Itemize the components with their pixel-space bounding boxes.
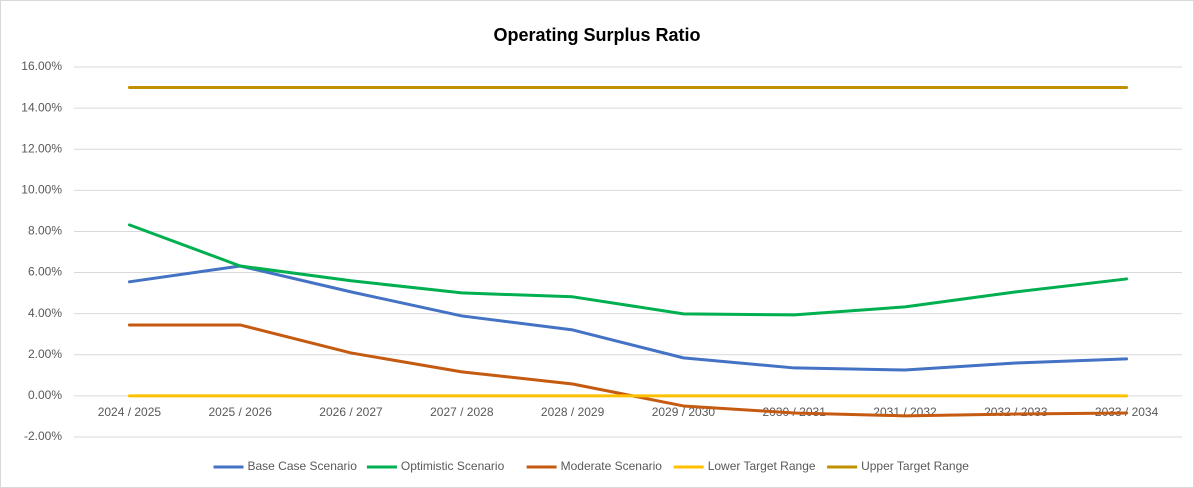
legend-label: Lower Target Range [708,459,816,473]
y-tick-label: 10.00% [21,183,62,197]
x-tick-label: 2032 / 2033 [984,405,1048,419]
y-tick-label: 4.00% [28,306,62,320]
y-tick-label: 0.00% [28,388,62,402]
series-line [127,264,1129,372]
y-tick-label: 2.00% [28,347,62,361]
legend-label: Upper Target Range [861,459,969,473]
x-tick-label: 2024 / 2025 [98,405,162,419]
chart-title: Operating Surplus Ratio [493,25,700,45]
legend-label: Moderate Scenario [561,459,663,473]
legend-label: Base Case Scenario [248,459,358,473]
x-tick-label: 2029 / 2030 [652,405,716,419]
x-tick-label: 2026 / 2027 [319,405,383,419]
y-tick-label: 12.00% [21,141,62,155]
y-tick-label: 6.00% [28,265,62,279]
x-tick-label: 2025 / 2026 [208,405,272,419]
series-line [127,223,1129,317]
x-tick-label: 2027 / 2028 [430,405,494,419]
legend-label: Optimistic Scenario [401,459,505,473]
y-tick-label: -2.00% [24,429,62,443]
y-tick-label: 14.00% [21,100,62,114]
y-tick-label: 16.00% [21,59,62,73]
x-tick-label: 2028 / 2029 [541,405,605,419]
y-tick-label: 8.00% [28,224,62,238]
